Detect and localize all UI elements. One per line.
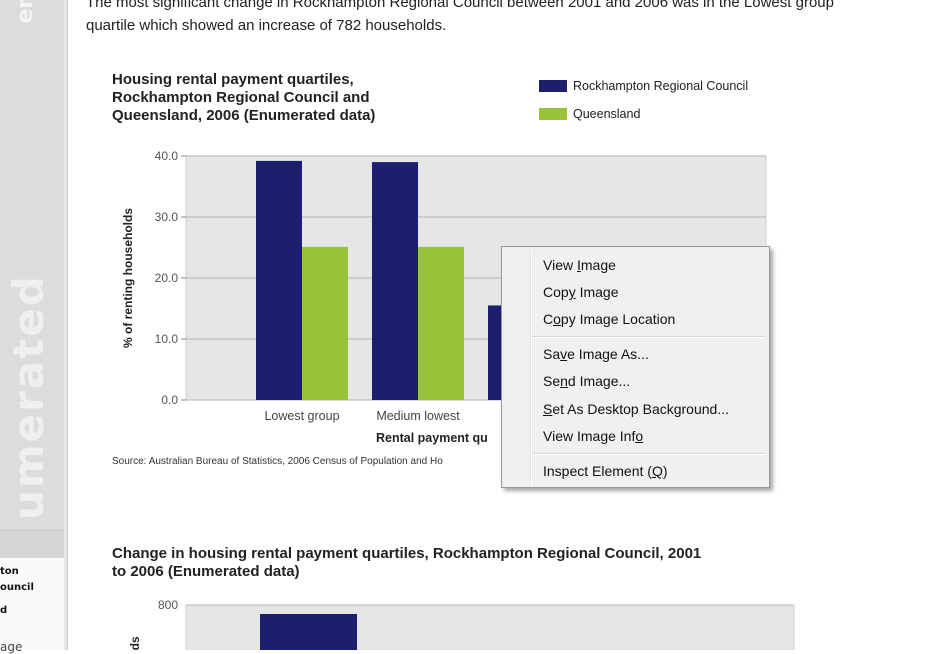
bar bbox=[418, 246, 464, 400]
bar bbox=[302, 246, 348, 400]
chart2-title-line: to 2006 (Enumerated data) bbox=[112, 563, 300, 580]
sidebar-card[interactable]: ton ouncil d age bbox=[0, 558, 64, 654]
menu-item-text: mage bbox=[580, 257, 616, 273]
menu-item-text: d Image... bbox=[567, 373, 631, 389]
y-axis-label: lds bbox=[128, 636, 142, 650]
bar bbox=[256, 160, 302, 400]
menu-item-text: C bbox=[543, 311, 554, 327]
chart1-title-line: Rockhampton Regional Council and bbox=[112, 89, 370, 106]
legend-swatch bbox=[539, 108, 567, 120]
menu-item-text: View Image Inf bbox=[543, 428, 636, 444]
chart2-title: Change in housing rental payment quartil… bbox=[112, 545, 701, 581]
chart1-title-line: Queensland, 2006 (Enumerated data) bbox=[112, 107, 376, 124]
menu-item-accesskey: I bbox=[576, 257, 581, 273]
menu-item-accesskey: Q bbox=[651, 463, 663, 479]
menu-item-text: et As Desktop Background... bbox=[552, 401, 729, 417]
y-tick-label: 30.0 bbox=[155, 210, 179, 224]
sidebar-watermark: umerated bbox=[4, 274, 53, 520]
menu-item-copy-image-location[interactable]: Copy Image Location bbox=[543, 308, 675, 330]
legend-item-queensland: Queensland bbox=[539, 104, 748, 124]
menu-item-view-image[interactable]: View Image bbox=[543, 254, 616, 276]
sidebar-card-line: ton bbox=[0, 566, 19, 577]
menu-item-accesskey: S bbox=[543, 401, 553, 417]
menu-separator bbox=[532, 453, 765, 455]
chart1-title: Housing rental payment quartiles, Rockha… bbox=[112, 71, 375, 125]
sidebar-card-footer[interactable]: age bbox=[0, 640, 23, 654]
menu-item-accesskey: o bbox=[635, 428, 644, 444]
menu-item-save-image-as[interactable]: Save Image As... bbox=[543, 343, 649, 365]
intro-paragraph: The most significant change in Rockhampt… bbox=[86, 0, 834, 34]
y-tick-label: 20.0 bbox=[155, 271, 179, 285]
chart2-title-line: Change in housing rental payment quartil… bbox=[112, 545, 702, 562]
menu-separator bbox=[532, 336, 765, 338]
menu-item-accesskey: n bbox=[560, 373, 568, 389]
legend-label: Rockhampton Regional Council bbox=[573, 79, 749, 93]
menu-item-copy-image[interactable]: Copy Image bbox=[543, 281, 619, 303]
chart1-legend: Rockhampton Regional Council Queensland bbox=[539, 76, 748, 132]
menu-item-view-image-info[interactable]: View Image Info bbox=[543, 425, 643, 447]
plot-area bbox=[185, 604, 795, 650]
menu-item-text: Sa bbox=[543, 346, 561, 362]
sidebar-card-line: ouncil bbox=[0, 582, 34, 593]
y-tick-label: 800 bbox=[158, 598, 178, 612]
menu-item-text: View bbox=[543, 257, 577, 273]
menu-item-text: Inspect Element ( bbox=[543, 463, 652, 479]
y-tick-label: 10.0 bbox=[155, 332, 179, 346]
menu-item-accesskey: o bbox=[553, 311, 561, 327]
menu-item-text: Cop bbox=[543, 284, 569, 300]
sidebar-tab[interactable] bbox=[0, 530, 64, 559]
y-axis-label: % of renting households bbox=[121, 208, 135, 348]
y-tick-label: 0.0 bbox=[161, 393, 178, 407]
sidebar-banner: en umerated bbox=[0, 0, 64, 530]
legend-item-rockhampton: Rockhampton Regional Council bbox=[539, 76, 748, 96]
menu-item-accesskey: y bbox=[568, 284, 576, 300]
legend-swatch bbox=[539, 80, 567, 92]
x-tick-label: Lowest group bbox=[264, 409, 339, 423]
x-tick-label: Medium lowest bbox=[376, 409, 460, 423]
x-axis-label: Rental payment qu bbox=[376, 431, 488, 445]
menu-item-text: py Image Location bbox=[560, 311, 676, 327]
menu-item-text: Image bbox=[575, 284, 619, 300]
chart1-source: Source: Australian Bureau of Statistics,… bbox=[112, 456, 443, 467]
sidebar-top-word: en bbox=[12, 0, 38, 24]
menu-item-text: Se bbox=[543, 373, 561, 389]
menu-item-accesskey: v bbox=[560, 346, 568, 362]
menu-item-send-image[interactable]: Send Image... bbox=[543, 370, 630, 392]
y-tick-label: 40.0 bbox=[155, 149, 179, 163]
chart1-title-line: Housing rental payment quartiles, bbox=[112, 71, 354, 88]
menu-item-text: ) bbox=[662, 463, 668, 479]
legend-label: Queensland bbox=[573, 107, 641, 121]
bar bbox=[372, 162, 418, 400]
context-menu: View Image Copy Image Copy Image Location S… bbox=[501, 246, 770, 488]
menu-item-text: e Image As... bbox=[567, 346, 649, 362]
sidebar-card-line: d bbox=[0, 605, 8, 616]
menu-item-set-as-desktop-background[interactable]: Set As Desktop Background... bbox=[543, 398, 729, 420]
bar bbox=[260, 614, 357, 650]
context-menu-gutter bbox=[530, 249, 532, 485]
menu-item-inspect-element[interactable]: Inspect Element (Q) bbox=[543, 460, 668, 482]
left-sidebar: en umerated ton ouncil d age bbox=[0, 0, 68, 654]
